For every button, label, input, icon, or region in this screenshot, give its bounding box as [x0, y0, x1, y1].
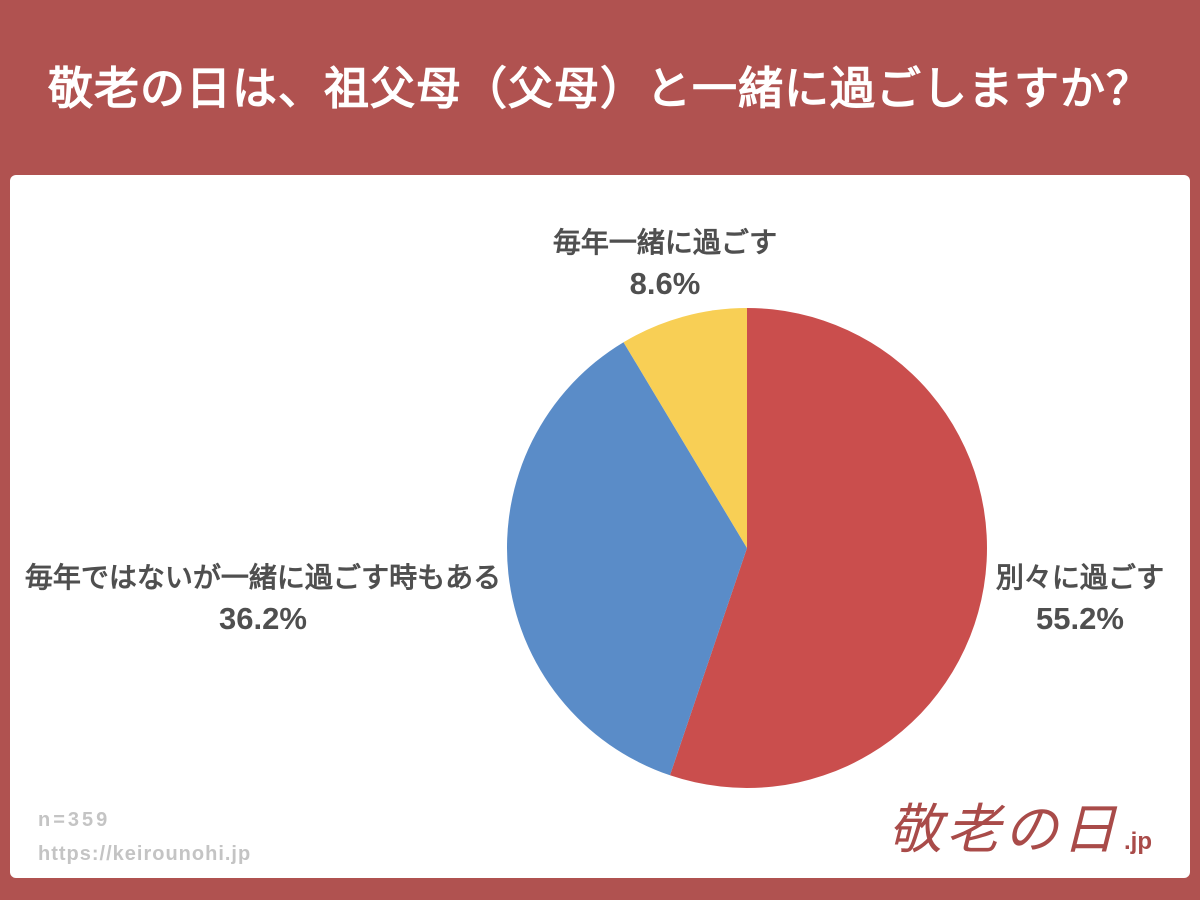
pie-slice [623, 308, 747, 548]
pie-slice [669, 308, 987, 788]
slice-callout-blue: 毎年ではないが一緒に過ごす時もある 36.2% [25, 558, 501, 640]
slice-percent: 55.2% [1036, 601, 1124, 636]
chart-card: 毎年一緒に過ごす 8.6% 毎年ではないが一緒に過ごす時もある 36.2% 別々… [10, 175, 1190, 878]
slice-label: 毎年一緒に過ごす [552, 227, 778, 258]
site-logo-text: 敬老の日 [888, 798, 1120, 861]
slice-callout-red: 別々に過ごす 55.2% [996, 558, 1164, 640]
pie-chart-svg [507, 308, 987, 788]
slice-label: 別々に過ごす [995, 562, 1165, 593]
slice-label: 毎年ではないが一緒に過ごす時もある [24, 562, 502, 593]
slice-percent: 36.2% [219, 601, 307, 636]
chart-footer: n=359 https://keirounohi.jp [38, 803, 251, 871]
site-logo: 敬老の日 .jp [888, 800, 1152, 860]
slice-callout-yellow: 毎年一緒に過ごす 8.6% [553, 223, 777, 305]
pie-chart [497, 298, 997, 798]
pie-slice [507, 342, 747, 776]
page-title: 敬老の日は、祖父母（父母）と一緒に過ごしますか？ [47, 63, 1152, 114]
slice-percent: 8.6% [629, 266, 701, 301]
site-logo-suffix: .jp [1124, 828, 1152, 855]
source-url: https://keirounohi.jp [38, 843, 252, 865]
sample-size: n=359 [38, 809, 111, 831]
